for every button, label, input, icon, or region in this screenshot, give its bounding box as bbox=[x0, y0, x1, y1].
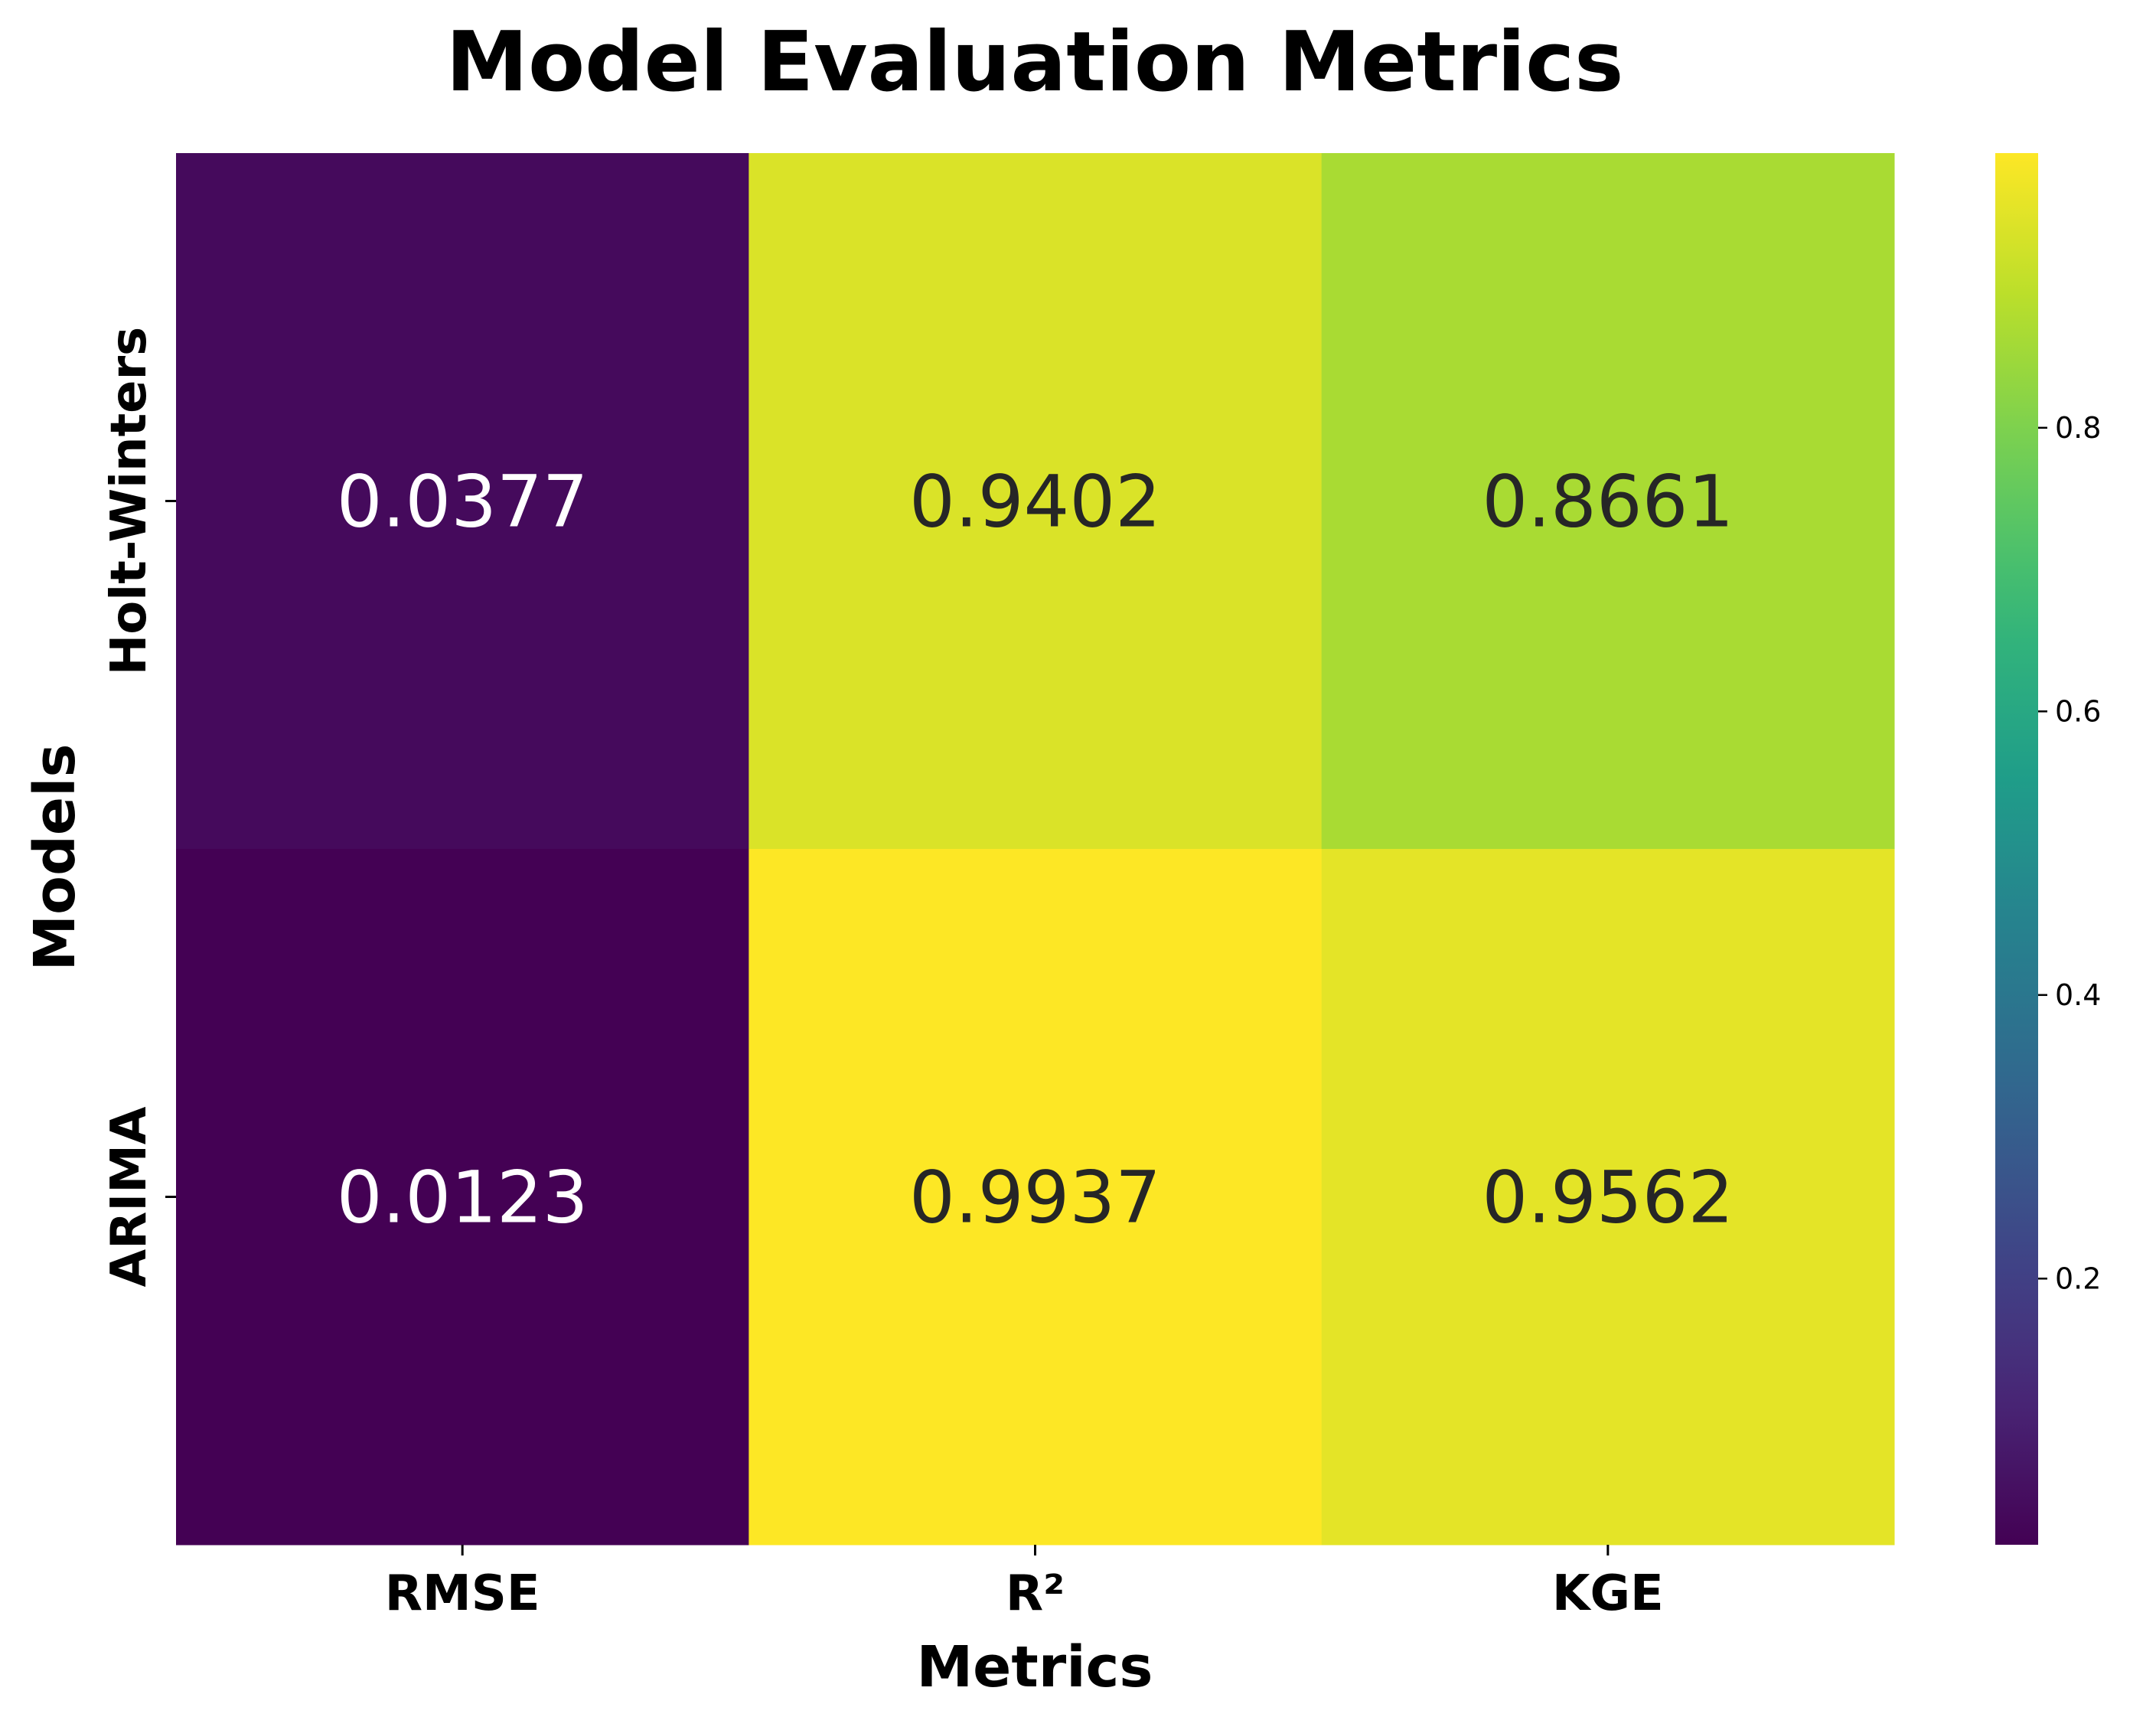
colorbar-tick-label: 0.4 bbox=[2055, 978, 2101, 1012]
colorbar-tick-label: 0.6 bbox=[2055, 694, 2101, 728]
y-axis-label: Models bbox=[22, 743, 88, 971]
heatmap-cells bbox=[176, 153, 1895, 1546]
cell-value-label: 0.9562 bbox=[1482, 1157, 1734, 1240]
x-tick-label: KGE bbox=[1552, 1565, 1664, 1622]
cell-value-label: 0.9937 bbox=[909, 1157, 1161, 1240]
x-axis-ticks: RMSE R² KGE bbox=[385, 1545, 1664, 1622]
heatmap-cell bbox=[1321, 849, 1895, 1546]
y-tick-label: ARIMA bbox=[101, 1106, 158, 1287]
y-axis-ticks: Holt-Winters ARIMA bbox=[101, 327, 176, 1287]
x-tick-label: RMSE bbox=[385, 1565, 540, 1622]
heatmap-cell bbox=[1321, 153, 1895, 850]
cell-value-label: 0.0123 bbox=[337, 1157, 589, 1240]
y-tick-label: Holt-Winters bbox=[101, 327, 158, 676]
chart-title: Model Evaluation Metrics bbox=[446, 15, 1624, 110]
colorbar-ticks: 0.2 0.4 0.6 0.8 bbox=[2038, 411, 2101, 1295]
heatmap-value-labels: 0.0377 0.9402 0.8661 0.0123 0.9937 0.9562 bbox=[337, 461, 1734, 1240]
colorbar-tick-label: 0.2 bbox=[2055, 1262, 2101, 1295]
cell-value-label: 0.0377 bbox=[337, 461, 589, 544]
colorbar-tick-label: 0.8 bbox=[2055, 411, 2101, 445]
colorbar bbox=[1995, 153, 2038, 1545]
x-axis-label: Metrics bbox=[917, 1634, 1153, 1700]
cell-value-label: 0.8661 bbox=[1482, 461, 1734, 544]
x-tick-label: R² bbox=[1006, 1565, 1065, 1622]
heatmap-cell bbox=[176, 153, 749, 850]
heatmap-cell bbox=[749, 153, 1323, 850]
cell-value-label: 0.9402 bbox=[909, 461, 1161, 544]
heatmap-cell bbox=[176, 849, 749, 1546]
heatmap-cell bbox=[749, 849, 1323, 1546]
